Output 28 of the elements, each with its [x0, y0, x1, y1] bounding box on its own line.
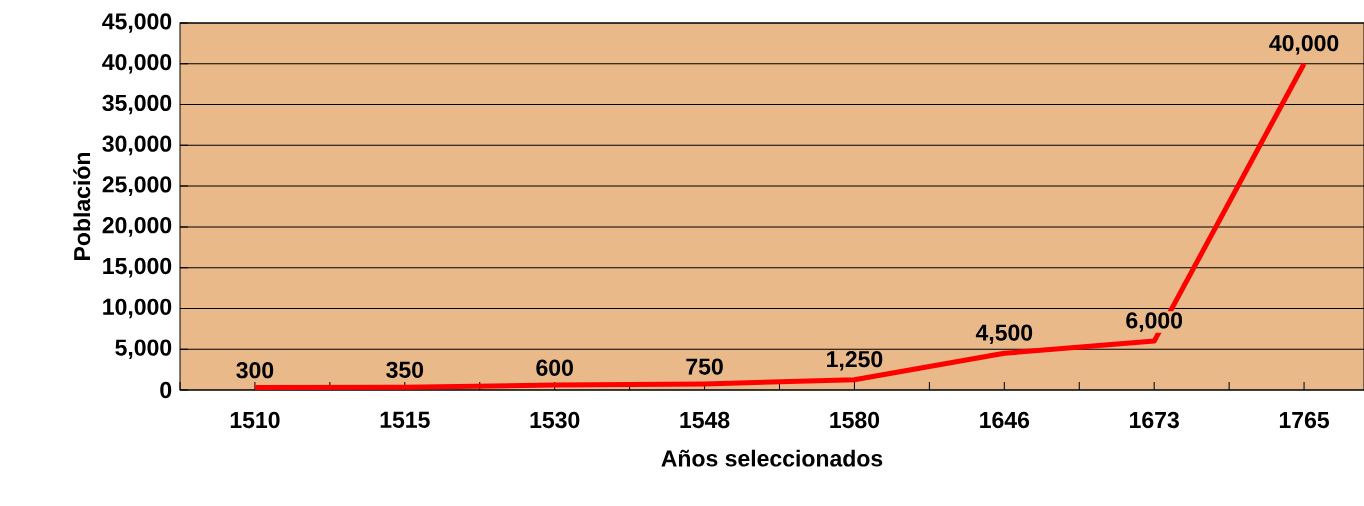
y-tick-label: 35,000: [102, 94, 172, 115]
x-tick-label: 1548: [680, 411, 730, 429]
data-label: 6,000: [1126, 312, 1183, 332]
x-tick-label: 1646: [980, 411, 1030, 429]
y-axis-title: Población: [73, 152, 91, 260]
y-tick-label: 30,000: [102, 135, 172, 156]
x-tick-label: 1580: [830, 411, 880, 429]
data-label: 4,500: [975, 324, 1033, 345]
y-tick-label: 0: [160, 381, 172, 399]
x-tick-label: 1765: [1279, 411, 1329, 429]
data-label: 40,000: [1269, 34, 1339, 55]
y-tick-label: 5,000: [115, 339, 172, 360]
x-tick-label: 1673: [1130, 411, 1179, 429]
y-tick-label: 15,000: [103, 257, 172, 278]
data-label: 300: [236, 362, 274, 379]
x-tick-label: 1530: [530, 411, 580, 429]
x-axis-title: Años seleccionados: [661, 449, 883, 467]
x-tick-label: 1515: [380, 411, 430, 428]
y-tick-label: 10,000: [103, 298, 172, 319]
y-tick-label: 40,000: [102, 53, 172, 74]
data-label: 350: [386, 361, 424, 378]
data-label: 600: [536, 359, 573, 376]
x-tick-label: 1510: [230, 411, 280, 429]
data-label: 1,250: [827, 350, 883, 371]
y-tick-label: 45,000: [102, 13, 172, 33]
y-tick-label: 25,000: [102, 176, 172, 196]
y-tick-label: 20,000: [102, 217, 172, 237]
data-label: 750: [686, 358, 723, 375]
